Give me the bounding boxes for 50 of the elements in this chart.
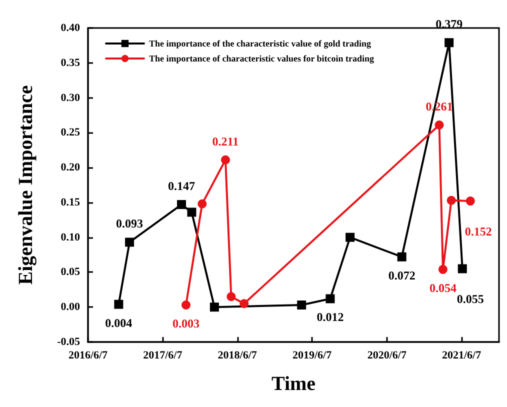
data-label: 0.152 <box>464 224 492 239</box>
data-label: 0.003 <box>172 316 200 331</box>
data-label: 0.072 <box>388 268 416 282</box>
y-tick-label: 0.25 <box>60 126 80 139</box>
x-tick-label: 2016/6/7 <box>68 350 108 362</box>
x-tick-label: 2018/6/7 <box>218 350 258 362</box>
point <box>182 300 190 310</box>
point <box>326 294 335 304</box>
point <box>397 252 406 262</box>
point <box>114 300 124 309</box>
point <box>434 120 444 130</box>
x-tick-label: 2020/6/7 <box>367 350 407 362</box>
data-label: 0.147 <box>168 179 195 194</box>
point <box>438 264 448 274</box>
y-tick-label: 0.10 <box>60 231 80 244</box>
y-tick-label: 0.40 <box>60 22 80 34</box>
y-tick-label: 0.15 <box>60 196 80 208</box>
point <box>458 264 467 274</box>
y-tick-label: 0.20 <box>60 162 80 174</box>
y-tick-label: 0.05 <box>60 266 80 278</box>
point <box>176 200 186 210</box>
point <box>346 232 355 242</box>
point <box>198 199 207 208</box>
data-label: 0.055 <box>456 292 484 306</box>
y-tick-label: 0.30 <box>60 92 80 104</box>
x-tick-label: 2017/6/7 <box>143 350 183 362</box>
legend-label: The importance of the characteristic value of gold trading <box>149 38 372 48</box>
data-label: 0.004 <box>105 316 132 330</box>
point <box>444 38 454 48</box>
data-label: 0.093 <box>116 216 144 231</box>
y-tick-label: -0.05 <box>57 336 80 348</box>
point <box>297 300 306 310</box>
x-tick-label: 2019/6/7 <box>292 350 332 362</box>
point <box>220 155 230 164</box>
y-tick-label: 0.00 <box>60 301 80 314</box>
data-label: 0.054 <box>429 280 456 295</box>
x-axis-title: Time <box>271 373 316 395</box>
data-label: 0.211 <box>212 134 239 148</box>
point <box>466 196 475 206</box>
point <box>187 208 196 217</box>
y-axis-title: Eigenvalue Importance <box>15 85 37 285</box>
y-tick-label: 0.35 <box>60 56 80 69</box>
point <box>210 302 219 312</box>
point <box>240 299 249 308</box>
point <box>446 196 456 205</box>
x-tick-label: 2021/6/7 <box>442 350 482 362</box>
point <box>125 238 134 247</box>
point <box>226 292 236 302</box>
legend-label: The importance of characteristic values for bitcoin trading <box>149 54 375 64</box>
data-label: 0.012 <box>316 310 344 324</box>
